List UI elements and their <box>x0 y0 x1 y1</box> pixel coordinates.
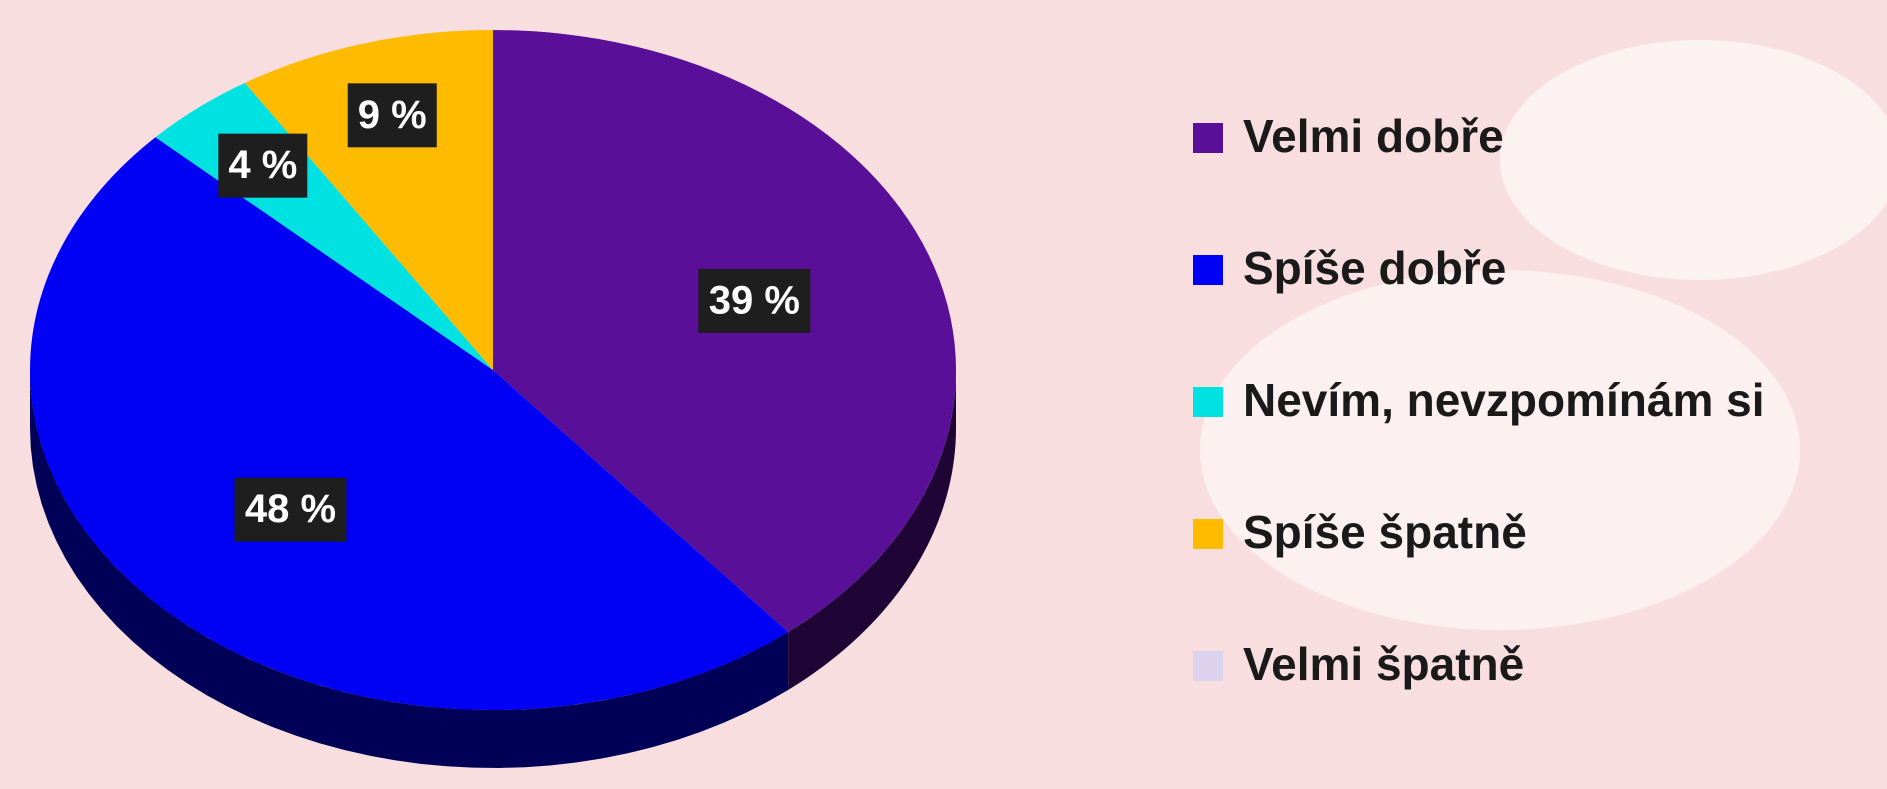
legend-label: Nevím, nevzpomínám si <box>1243 374 1765 426</box>
legend-label: Velmi špatně <box>1243 638 1524 690</box>
value-label: 48 % <box>245 487 336 531</box>
legend-swatch <box>1193 123 1223 153</box>
background-patch <box>1500 40 1887 280</box>
value-label-box <box>347 83 437 148</box>
legend-label: Spíše špatně <box>1243 506 1527 558</box>
legend-swatch <box>1193 387 1223 417</box>
value-label: 9 % <box>358 93 427 137</box>
legend-swatch <box>1193 519 1223 549</box>
legend-swatch <box>1193 651 1223 681</box>
value-label-box <box>218 133 308 198</box>
value-label-box <box>234 477 347 542</box>
value-label: 4 % <box>228 143 297 187</box>
legend-label: Spíše dobře <box>1243 242 1506 294</box>
value-label-box <box>698 268 811 333</box>
value-label: 39 % <box>709 278 800 322</box>
background-patch <box>1200 270 1800 630</box>
legend-label: Velmi dobře <box>1243 110 1504 162</box>
slice-side <box>788 370 956 690</box>
slice-side <box>30 370 789 768</box>
slice <box>29 137 789 711</box>
legend-swatch <box>1193 255 1223 285</box>
